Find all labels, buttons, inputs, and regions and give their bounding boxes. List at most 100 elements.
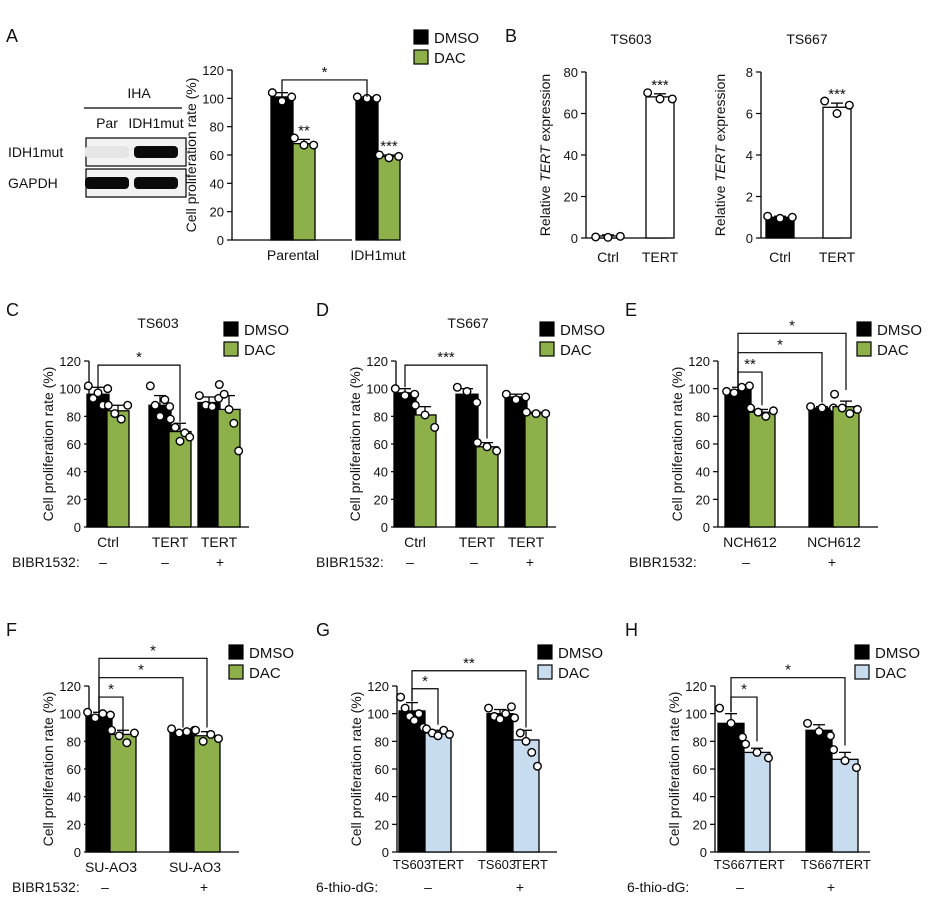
- data-point: [452, 382, 462, 392]
- data-point: [207, 402, 217, 412]
- bar-dmso: [393, 392, 417, 528]
- data-point: [643, 88, 653, 98]
- data-point: [521, 407, 531, 417]
- western-blot: IHA Par IDH1mut IDH1mut GAPDH: [8, 85, 187, 198]
- y-tick-label: 40: [210, 176, 224, 191]
- data-point: [482, 442, 492, 452]
- data-point: [820, 96, 830, 106]
- panel-letter: G: [316, 620, 330, 640]
- data-point: [384, 153, 394, 163]
- data-point: [409, 716, 419, 726]
- panel-letter: A: [6, 26, 18, 46]
- y-tick-label: 40: [67, 790, 81, 805]
- y-tick-label: 120: [367, 679, 389, 694]
- blot-band: [134, 146, 178, 158]
- y-tick-label: 40: [693, 790, 707, 805]
- treatment-label: BIBR1532:: [12, 554, 80, 570]
- data-point: [98, 709, 108, 719]
- bar-dmso: [717, 722, 745, 853]
- legend-swatch: [854, 644, 870, 660]
- significance-bracket: [737, 332, 847, 391]
- x-tick-label: NCH612: [723, 534, 777, 550]
- legend-label: DAC: [877, 342, 909, 359]
- data-point: [655, 94, 665, 104]
- treatment-value: +: [526, 554, 534, 570]
- data-point: [107, 725, 117, 735]
- significance-label: *: [789, 317, 795, 334]
- bar-dmso: [724, 389, 752, 528]
- x-tick-label: SU-AO3: [169, 859, 221, 875]
- legend-label: DAC: [244, 342, 276, 359]
- bar-dac: [217, 408, 241, 528]
- y-tick-label: 80: [67, 409, 81, 424]
- bar-dac: [109, 733, 137, 853]
- significance-label: *: [777, 337, 783, 354]
- significance-label: *: [741, 681, 747, 698]
- y-tick-label: 20: [564, 190, 578, 205]
- y-tick-label: 6: [746, 107, 753, 122]
- data-point: [352, 92, 362, 102]
- panel-letter: F: [6, 620, 17, 640]
- legend-swatch: [413, 49, 429, 65]
- y-tick-label: 100: [59, 707, 81, 722]
- data-point: [806, 402, 816, 412]
- data-point: [287, 92, 297, 102]
- data-point: [527, 747, 537, 757]
- data-point: [763, 753, 773, 763]
- blot-band: [134, 177, 178, 189]
- x-tick-label: TERT: [201, 534, 238, 550]
- blot-row-label: IDH1mut: [8, 144, 63, 160]
- y-tick-label: 120: [59, 679, 81, 694]
- data-point: [829, 745, 839, 755]
- y-axis-label: Cell proliferation rate (%): [347, 367, 363, 522]
- x-tick-label: NCH612: [807, 534, 861, 550]
- data-point: [83, 381, 93, 391]
- data-point: [840, 756, 850, 766]
- bar-dmso: [86, 393, 110, 528]
- data-point: [213, 734, 223, 744]
- y-tick-label: 120: [202, 63, 224, 78]
- bar-dmso: [504, 396, 528, 528]
- y-tick-label: 20: [67, 817, 81, 832]
- data-point: [541, 409, 551, 419]
- bar-dac: [292, 143, 316, 241]
- treatment-value: –: [424, 879, 432, 895]
- significance-bracket: [97, 364, 181, 422]
- x-tick-label: TS667: [714, 857, 752, 872]
- data-point: [737, 382, 747, 392]
- blot-row-label: GAPDH: [8, 175, 58, 191]
- data-point: [103, 400, 113, 410]
- data-point: [521, 736, 531, 746]
- bar-tert: [822, 106, 852, 239]
- legend-label: DMSO: [434, 30, 479, 47]
- y-tick-label: 0: [381, 520, 388, 535]
- y-tick-label: 40: [67, 465, 81, 480]
- y-axis-label-part: Relative: [537, 182, 553, 236]
- data-point: [515, 728, 525, 738]
- data-point: [817, 403, 827, 413]
- y-tick-label: 100: [366, 382, 388, 397]
- y-tick-label: 120: [685, 679, 707, 694]
- data-point: [309, 140, 319, 150]
- y-tick-label: 20: [210, 205, 224, 220]
- data-point: [90, 713, 100, 723]
- data-point: [472, 398, 482, 408]
- treatment-value: +: [516, 879, 524, 895]
- data-point: [289, 133, 299, 143]
- bar-tert: [645, 96, 675, 239]
- y-tick-label: 20: [696, 492, 710, 507]
- x-tick-label: TS667: [801, 857, 839, 872]
- x-tick-label: TS603: [393, 857, 431, 872]
- bar-dmso: [169, 731, 197, 853]
- treatment-value: +: [827, 879, 835, 895]
- y-tick-label: 20: [375, 817, 389, 832]
- data-point: [123, 400, 133, 410]
- x-tick-label: TERT: [837, 857, 871, 872]
- panel-letter: H: [625, 620, 638, 640]
- data-point: [93, 388, 103, 398]
- legend-label: DMSO: [249, 645, 294, 662]
- data-point: [744, 381, 754, 391]
